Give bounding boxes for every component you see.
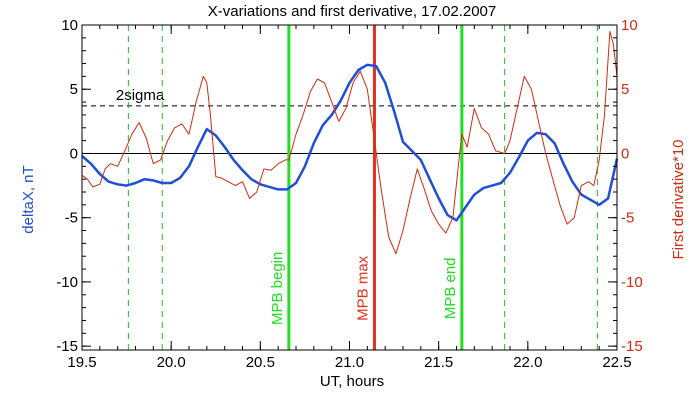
y-tick-label-left: -10 <box>56 274 78 291</box>
chart-title: X-variations and first derivative, 17.02… <box>208 3 497 20</box>
y-tick-label-left: 0 <box>70 145 78 162</box>
y-tick-label-left: 10 <box>61 17 78 34</box>
series-line <box>81 63 619 222</box>
y-tick-label-left: -15 <box>56 338 78 355</box>
y-tick-label-right: -5 <box>621 210 634 227</box>
x-tick-label: 21.0 <box>335 354 364 371</box>
plot-area: MPB begin MPB max MPB end 19.5 20.0 20.5 21.0 2… <box>56 17 642 371</box>
y-tick-label-right: -10 <box>621 274 643 291</box>
x-tick-label: 22.5 <box>602 354 631 371</box>
x-tick-label: 19.5 <box>67 354 96 371</box>
y-tick-label-left: -5 <box>65 210 78 227</box>
y-axis-label-left: deltaX, nT <box>20 165 37 233</box>
x-tick-label: 20.0 <box>157 354 186 371</box>
marker-label: MPB begin <box>269 252 286 325</box>
sigma-label: 2sigma <box>116 87 165 104</box>
y-tick-label-right: -15 <box>621 338 643 355</box>
x-tick-label: 21.5 <box>424 354 453 371</box>
x-axis-label: UT, hours <box>320 373 384 390</box>
x-tick-label: 20.5 <box>246 354 275 371</box>
marker-label: MPB max <box>354 255 371 321</box>
y-tick-label-right: 10 <box>621 17 638 34</box>
y-tick-label-right: 5 <box>621 81 629 98</box>
y-tick-label-left: 5 <box>70 81 78 98</box>
marker-label: MPB end <box>442 257 459 319</box>
x-tick-label: 22.0 <box>513 354 542 371</box>
y-tick-label-right: 0 <box>621 145 629 162</box>
y-axis-label-right: First derivative*10 <box>670 139 687 259</box>
series-line <box>81 30 618 255</box>
